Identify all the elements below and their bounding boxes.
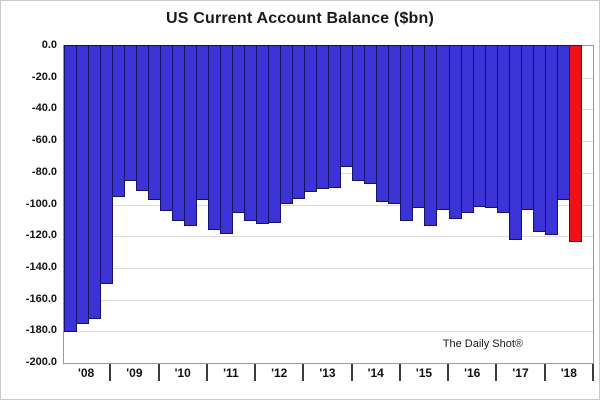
bar-slot <box>172 45 186 363</box>
bar-slot <box>208 45 222 363</box>
bar-slot <box>340 45 354 363</box>
bar-slot <box>292 45 306 363</box>
bar-slot <box>196 45 210 363</box>
gridline <box>64 299 593 301</box>
bar-slot <box>76 45 90 363</box>
y-tick-label: -80.0 <box>31 165 57 178</box>
x-year-label: '17 <box>497 364 546 381</box>
x-year-label: '15 <box>401 364 450 381</box>
plot-area: The Daily Shot® <box>63 45 594 364</box>
y-tick-label: -120.0 <box>25 229 57 242</box>
bar-slot <box>544 45 558 363</box>
bar-series <box>64 45 593 363</box>
bar-slot <box>424 45 438 363</box>
bar-slot <box>448 45 462 363</box>
bar-slot <box>400 45 414 363</box>
bar-slot <box>304 45 318 363</box>
bar-slot <box>124 45 138 363</box>
chart-title: US Current Account Balance ($bn) <box>165 10 435 27</box>
bar-slot <box>232 45 246 363</box>
bar-slot <box>256 45 270 363</box>
bar-slot <box>388 45 402 363</box>
bar-slot <box>244 45 258 363</box>
y-tick-label: 0.0 <box>41 39 57 51</box>
bar-slot <box>136 45 150 363</box>
bar-slot <box>520 45 534 363</box>
x-year-label: '09 <box>111 364 160 381</box>
gridline <box>64 331 593 333</box>
bar-slot <box>184 45 198 363</box>
x-year-label: '11 <box>208 364 257 381</box>
bar-slot <box>148 45 162 363</box>
y-tick-label: -200.0 <box>25 356 57 368</box>
gridline <box>64 204 593 206</box>
x-year-label: '18 <box>546 364 594 381</box>
bar-slot <box>88 45 102 363</box>
bar-slot <box>220 45 234 363</box>
x-year-label: '14 <box>353 364 401 381</box>
bar-slot <box>364 45 378 363</box>
bar-slot <box>112 45 126 363</box>
bar-slot <box>508 45 522 363</box>
x-year-label: '13 <box>304 364 353 381</box>
bar-slot <box>100 45 114 363</box>
y-tick-label: -180.0 <box>25 324 57 337</box>
watermark: The Daily Shot® <box>442 338 523 350</box>
bar-slot <box>64 45 78 363</box>
x-year-label: '16 <box>449 364 498 381</box>
bar-slot <box>412 45 426 363</box>
x-axis: '08'09'10'11'12'13'14'15'16'17'18 <box>63 364 594 384</box>
bar-slot <box>568 45 582 363</box>
y-tick-label: -20.0 <box>31 70 57 83</box>
bar-slot <box>460 45 474 363</box>
y-tick-label: -60.0 <box>31 134 57 147</box>
y-tick-label: -140.0 <box>25 260 57 273</box>
bar-slot <box>376 45 390 363</box>
y-tick-label: -100.0 <box>25 197 57 210</box>
x-year-label: '10 <box>160 364 208 381</box>
x-year-label: '12 <box>256 364 305 381</box>
y-tick-label: -160.0 <box>25 292 57 305</box>
gridline <box>64 267 593 269</box>
bar-slot <box>316 45 330 363</box>
bar-slot <box>280 45 294 363</box>
bar-slot <box>160 45 174 363</box>
bar-slot <box>581 46 593 363</box>
bar-slot <box>352 45 366 363</box>
x-year-label: '08 <box>63 364 112 381</box>
bar-slot <box>328 45 342 363</box>
bar-slot <box>472 45 486 363</box>
bar-highlighted <box>568 45 582 242</box>
y-tick-label: -40.0 <box>31 102 57 115</box>
bar-slot <box>496 45 510 363</box>
gridline <box>64 236 593 238</box>
bar-slot <box>556 45 570 363</box>
bar-slot <box>436 45 450 363</box>
bar-slot <box>532 45 546 363</box>
bar-slot <box>484 45 498 363</box>
bar-slot <box>268 45 282 363</box>
